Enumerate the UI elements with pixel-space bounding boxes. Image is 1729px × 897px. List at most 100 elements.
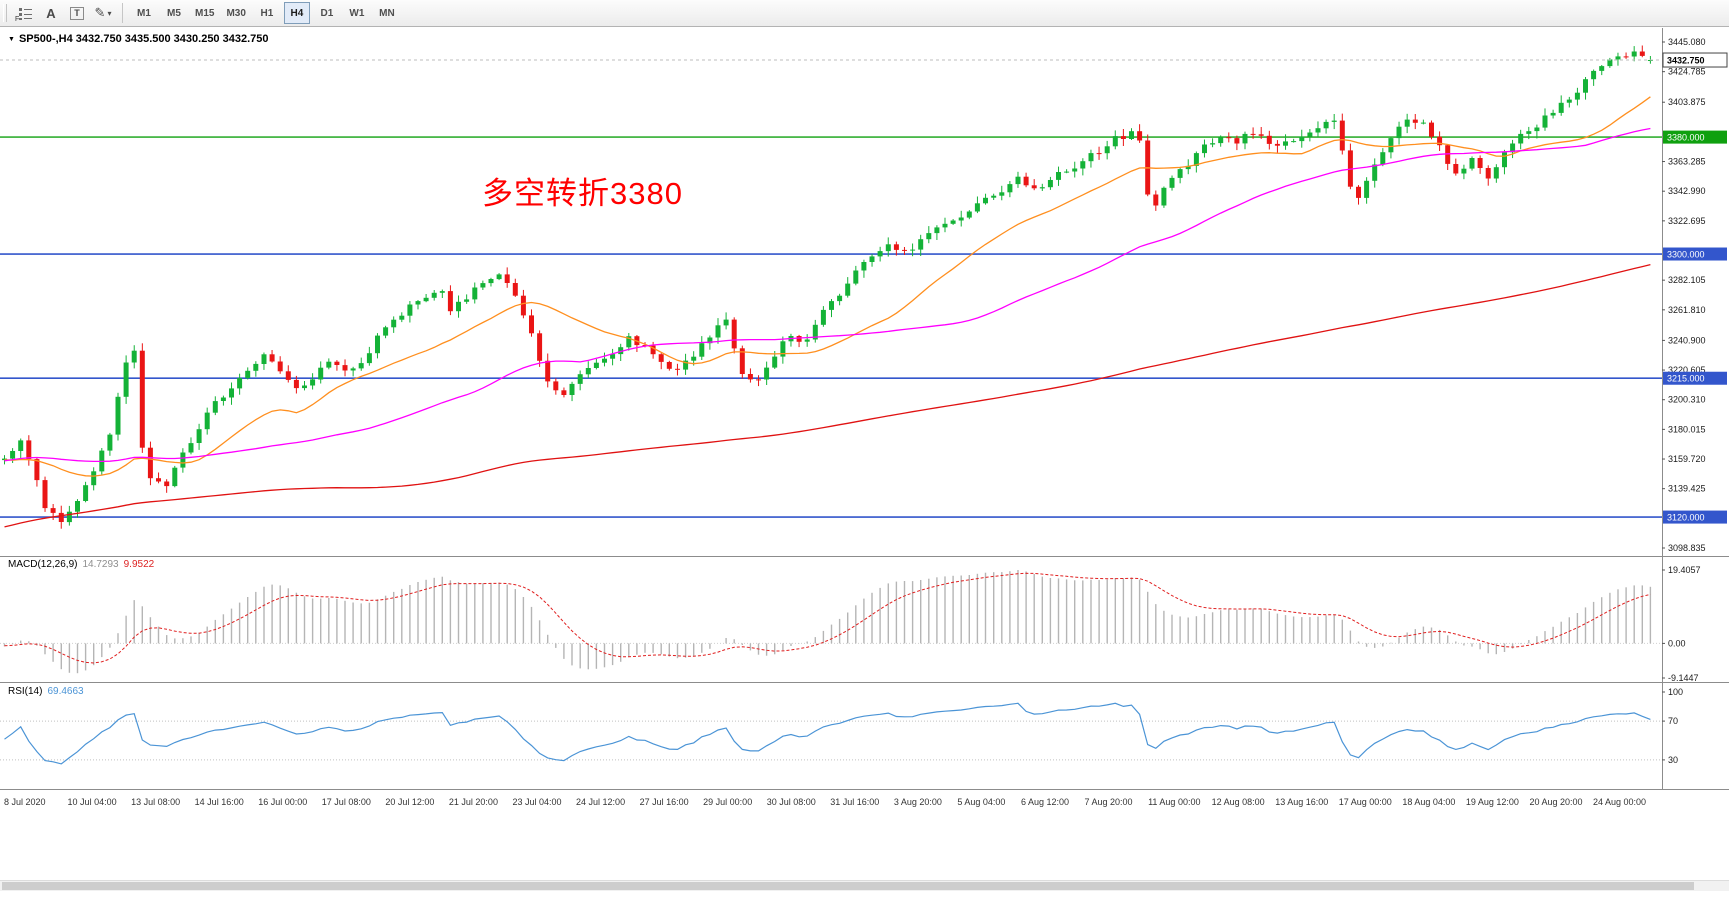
macd-histogram xyxy=(3,570,1652,674)
candles xyxy=(2,45,1653,529)
time-axis-label: 6 Aug 12:00 xyxy=(1021,797,1069,807)
price-tick-label: 3261.810 xyxy=(1668,305,1706,315)
level-price-badge-label: 3300.000 xyxy=(1667,250,1705,260)
toolbar-grip[interactable] xyxy=(3,4,7,22)
label-tool-icon: T xyxy=(70,6,84,20)
time-axis-label: 12 Aug 08:00 xyxy=(1212,797,1265,807)
symbol-ohlc-info: ▼ SP500-,H4 3432.750 3435.500 3430.250 34… xyxy=(8,33,269,45)
level-price-badge-label: 3380.000 xyxy=(1667,133,1705,143)
time-axis-label: 24 Jul 12:00 xyxy=(576,797,625,807)
price-tick-label: 3220.605 xyxy=(1668,365,1706,375)
rsi-panel: 100 70 30 xyxy=(0,687,1683,765)
price-tick-label: 3322.695 xyxy=(1668,216,1706,226)
rsi-indicator-label: RSI(14) 69.4663 xyxy=(8,686,84,697)
macd-axis-label: -9.1447 xyxy=(1668,673,1699,683)
chevron-down-icon: ▾ xyxy=(107,8,112,18)
rsi-axis-label: 70 xyxy=(1668,716,1678,726)
time-axis-label: 27 Jul 16:00 xyxy=(640,797,689,807)
time-axis-label: 24 Aug 00:00 xyxy=(1593,797,1646,807)
flag-label: F xyxy=(15,16,20,23)
time-axis-label: 17 Aug 00:00 xyxy=(1339,797,1392,807)
price-tick-label: 3363.285 xyxy=(1668,157,1706,167)
time-axis-label: 23 Jul 04:00 xyxy=(512,797,561,807)
rsi-axis-label: 100 xyxy=(1668,687,1683,697)
time-axis-label: 11 Aug 00:00 xyxy=(1148,797,1200,807)
time-axis: 8 Jul 2020 10 Jul 04:00 13 Jul 08:00 14 Jul… xyxy=(4,797,1646,807)
time-axis-label: 29 Jul 00:00 xyxy=(703,797,752,807)
level-price-badge-label: 3215.000 xyxy=(1667,374,1705,384)
level-price-badge xyxy=(1663,247,1727,261)
macd-panel: 19.4057 0.00 -9.1447 xyxy=(0,565,1701,683)
timeframe-d1-button[interactable]: D1 xyxy=(314,2,340,24)
time-axis-label: 16 Jul 00:00 xyxy=(258,797,307,807)
time-axis-label: 18 Aug 04:00 xyxy=(1402,797,1455,807)
macd-name: MACD(12,26,9) xyxy=(8,559,78,570)
price-tick-label: 3240.900 xyxy=(1668,335,1706,345)
current-price-badge-label: 3432.750 xyxy=(1667,56,1705,66)
horizontal-level-lines xyxy=(0,136,1662,518)
pencil-icon: ✎ xyxy=(94,5,106,20)
time-axis-label: 7 Aug 20:00 xyxy=(1085,797,1133,807)
price-tick-label: 3403.875 xyxy=(1668,97,1706,107)
macd-signal-line xyxy=(4,572,1651,664)
scrollbar-thumb[interactable] xyxy=(2,882,1694,890)
price-tick-label: 3445.080 xyxy=(1668,37,1706,47)
label-tool-button[interactable]: T xyxy=(65,2,89,24)
symbol-ohlc-text: SP500-,H4 3432.750 3435.500 3430.250 343… xyxy=(18,33,269,45)
symbol-caret-icon: ▼ xyxy=(8,36,15,43)
time-axis-label: 20 Jul 12:00 xyxy=(385,797,434,807)
price-tick-label: 3424.785 xyxy=(1668,67,1706,77)
timeframe-h4-button[interactable]: H4 xyxy=(283,2,310,24)
timeframe-m1-button[interactable]: M1 xyxy=(131,2,157,24)
time-axis-label: 5 Aug 04:00 xyxy=(957,797,1005,807)
timeframe-h1-button[interactable]: H1 xyxy=(254,2,280,24)
price-axis: 3445.080 3424.785 3403.875 3363.285 3342.990… xyxy=(1662,37,1728,553)
horizontal-scrollbar[interactable] xyxy=(0,880,1729,891)
chart-objects-button[interactable]: F xyxy=(13,2,37,24)
rsi-name: RSI(14) xyxy=(8,686,43,697)
time-axis-label: 14 Jul 16:00 xyxy=(195,797,244,807)
time-axis-label: 31 Jul 16:00 xyxy=(830,797,879,807)
time-axis-label: 20 Aug 20:00 xyxy=(1529,797,1582,807)
price-tick-label: 3342.990 xyxy=(1668,186,1706,196)
price-tick-label: 3139.425 xyxy=(1668,484,1706,494)
current-price-badge xyxy=(1662,52,1728,68)
time-axis-label: 30 Jul 08:00 xyxy=(767,797,816,807)
chart-annotation[interactable]: 多空转折3380 xyxy=(482,176,683,211)
rsi-line xyxy=(4,702,1651,765)
rsi-axis-label: 30 xyxy=(1668,755,1678,765)
time-axis-label: 19 Aug 12:00 xyxy=(1466,797,1519,807)
timeframe-mn-button[interactable]: MN xyxy=(374,2,400,24)
ma-mid-line xyxy=(4,127,1651,463)
price-tick-label: 3282.105 xyxy=(1668,275,1706,285)
ma-slow-line xyxy=(4,263,1651,528)
time-axis-label: 17 Jul 08:00 xyxy=(322,797,371,807)
list-icon xyxy=(18,7,32,20)
timeframe-m30-button[interactable]: M30 xyxy=(222,2,249,24)
timeframe-m15-button[interactable]: M15 xyxy=(191,2,218,24)
macd-axis-label: 19.4057 xyxy=(1668,565,1701,575)
macd-main-value: 14.7293 xyxy=(82,559,119,570)
level-price-badge-label: 3120.000 xyxy=(1667,513,1705,523)
toolbar-separator xyxy=(122,3,123,23)
text-tool-button[interactable]: A xyxy=(39,2,63,24)
price-tick-label: 3180.015 xyxy=(1668,424,1706,434)
rsi-value: 69.4663 xyxy=(47,686,84,697)
macd-axis-label: 0.00 xyxy=(1668,638,1686,648)
time-axis-label: 3 Aug 20:00 xyxy=(894,797,942,807)
macd-signal-value: 9.9522 xyxy=(123,559,155,570)
toolbar: F A T ✎ ▾ M1 M5 M15 M30 H1 H4 D1 W1 MN xyxy=(0,0,1729,27)
time-axis-label: 8 Jul 2020 xyxy=(4,797,46,807)
timeframe-m5-button[interactable]: M5 xyxy=(161,2,187,24)
text-tool-icon: A xyxy=(46,5,56,21)
price-tick-label: 3200.310 xyxy=(1668,395,1706,405)
macd-indicator-label: MACD(12,26,9) 14.7293 9.9522 xyxy=(8,559,154,570)
timeframe-w1-button[interactable]: W1 xyxy=(344,2,370,24)
time-axis-label: 21 Jul 20:00 xyxy=(449,797,498,807)
price-tick-label: 3159.720 xyxy=(1668,454,1706,464)
ma-fast-line xyxy=(4,96,1651,477)
level-price-badge xyxy=(1663,130,1727,144)
draw-tool-button[interactable]: ✎ ▾ xyxy=(91,2,115,24)
time-axis-label: 13 Aug 16:00 xyxy=(1275,797,1328,807)
